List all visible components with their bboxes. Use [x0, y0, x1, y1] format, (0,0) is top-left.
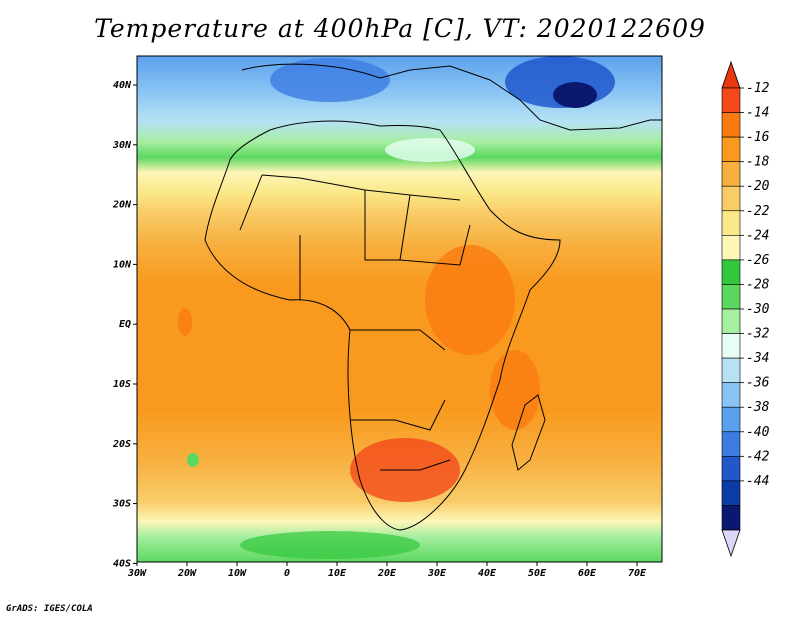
lat-label: 30N	[112, 140, 132, 151]
colorbar-swatch	[721, 333, 741, 359]
colorbar-swatch	[721, 480, 741, 506]
lon-label: 70E	[628, 568, 647, 579]
longitude-axis: 30W 20W 10W 0 10E 20E 30E 40E 50E 60E 70E	[127, 562, 647, 579]
lat-label: 10S	[113, 379, 131, 390]
colorbar-label: -34	[746, 351, 769, 366]
colorbar-swatch	[721, 185, 741, 212]
colorbar-label: -42	[746, 449, 770, 464]
lat-label: 30S	[112, 499, 131, 510]
colorbar-label: -44	[746, 474, 769, 489]
colorbar-swatch	[721, 308, 741, 334]
colorbar-label: -22	[746, 204, 770, 219]
lat-label: 10N	[113, 259, 132, 270]
lon-label: 10W	[228, 568, 247, 579]
lon-label: 30W	[127, 568, 147, 579]
grads-credit: GrADS: IGES/COLA	[6, 604, 93, 614]
colorbar-label: -26	[746, 253, 770, 268]
colorbar-label: -38	[746, 400, 770, 415]
colorbar: -12 -14 -16 -18 -20 -22 -24 -26 -28 -30 -32 -34 -36 -…	[721, 60, 770, 558]
colorbar-label: -18	[746, 155, 770, 170]
colorbar-swatch	[721, 456, 741, 482]
colorbar-swatch	[721, 259, 741, 285]
coastlines	[204, 63, 662, 531]
lon-label: 60E	[578, 568, 597, 579]
colorbar-top-arrow	[721, 60, 741, 89]
lon-label: 20W	[177, 568, 197, 579]
lat-label: EQ	[119, 319, 131, 330]
colorbar-swatch	[721, 357, 741, 383]
lon-label: 50E	[528, 568, 547, 579]
colorbar-swatch	[721, 284, 741, 310]
colorbar-swatch	[721, 210, 741, 236]
colorbar-swatch	[721, 136, 741, 162]
colorbar-swatch	[721, 431, 741, 457]
map-title: Temperature at 400hPa [C], VT: 202012260…	[94, 14, 706, 43]
colorbar-swatch	[721, 87, 741, 113]
colorbar-swatch	[721, 382, 741, 408]
colorbar-label: -16	[746, 130, 770, 145]
lon-label: 0	[284, 568, 290, 579]
colorbar-label: -12	[746, 81, 770, 96]
map-frame	[136, 55, 663, 563]
lon-label: 10E	[328, 568, 347, 579]
lon-label: 30E	[427, 568, 447, 579]
colorbar-swatch	[721, 505, 741, 531]
lat-label: 20S	[112, 439, 131, 450]
colorbar-label: -36	[746, 376, 770, 391]
colorbar-label: -28	[746, 277, 770, 292]
colorbar-label: -20	[746, 179, 770, 194]
colorbar-label: -32	[746, 327, 770, 342]
lat-label: 40S	[113, 558, 131, 569]
lat-label: 20N	[112, 200, 132, 211]
colorbar-label: -24	[746, 228, 769, 243]
colorbar-swatch	[721, 406, 741, 433]
temperature-field	[137, 56, 662, 562]
colorbar-label: -30	[746, 302, 770, 317]
latitude-axis: 40N 30N 20N 10N EQ 10S 20S 30S 40S	[112, 80, 137, 569]
colorbar-bottom-arrow	[721, 529, 741, 558]
colorbar-label: -14	[746, 106, 769, 121]
lon-label: 40E	[478, 568, 497, 579]
lon-label: 20E	[377, 568, 397, 579]
colorbar-swatch	[721, 235, 741, 261]
lat-label: 40N	[113, 80, 132, 91]
colorbar-swatch	[721, 161, 741, 187]
colorbar-swatch	[721, 112, 741, 138]
colorbar-label: -40	[746, 425, 770, 440]
